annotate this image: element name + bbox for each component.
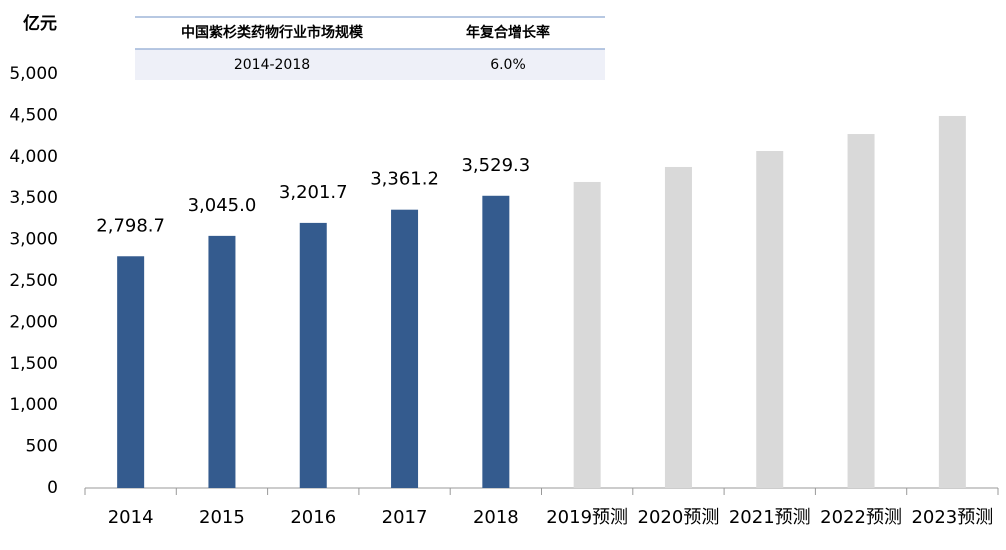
bar [299,222,327,489]
table-header: 年复合增长率 [466,24,550,41]
y-tick-label: 4,000 [9,147,58,167]
value-label: 3,045.0 [188,195,257,216]
x-tick-label: 2023预测 [911,507,993,528]
bar [482,195,510,488]
bar [573,181,601,489]
y-tick-label: 500 [26,437,58,457]
bar [847,134,875,488]
x-tick-label: 2017 [382,507,428,528]
y-tick-label: 2,500 [9,271,58,291]
value-label: 3,529.3 [461,155,530,176]
value-label: 3,361.2 [370,169,439,190]
bar [756,151,784,488]
y-tick-label: 3,500 [9,188,58,208]
x-tick-label: 2016 [290,507,336,528]
summary-table: 中国紫杉类药物行业市场规模 年复合增长率 2014-2018 6.0% [135,16,605,80]
x-tick-label: 2019预测 [546,507,628,528]
x-tick-label: 2015 [199,507,245,528]
y-tick-label: 1,000 [9,395,58,415]
y-tick-label: 2,000 [9,312,58,332]
x-tick-label: 2022预测 [820,507,902,528]
table-row-bg [135,49,605,80]
bar [938,115,966,488]
bar [117,256,145,488]
bar [391,209,419,489]
x-tick-label: 2018 [473,507,519,528]
value-label: 2,798.7 [96,215,165,236]
y-axis-label: 亿元 [23,13,57,34]
bar [208,235,236,488]
value-label: 3,201.7 [279,182,348,203]
bar [664,166,692,488]
table-header: 中国紫杉类药物行业市场规模 [181,24,364,41]
y-tick-label: 0 [47,478,58,498]
x-tick-label: 2014 [108,507,154,528]
x-tick-label: 2020预测 [638,507,720,528]
y-tick-label: 5,000 [9,64,58,84]
y-tick-label: 3,000 [9,230,58,250]
y-tick-label: 1,500 [9,354,58,374]
y-tick-label: 4,500 [9,105,58,125]
table-cell: 6.0% [490,57,526,73]
x-tick-label: 2021预测 [729,507,811,528]
table-cell: 2014-2018 [234,57,310,73]
